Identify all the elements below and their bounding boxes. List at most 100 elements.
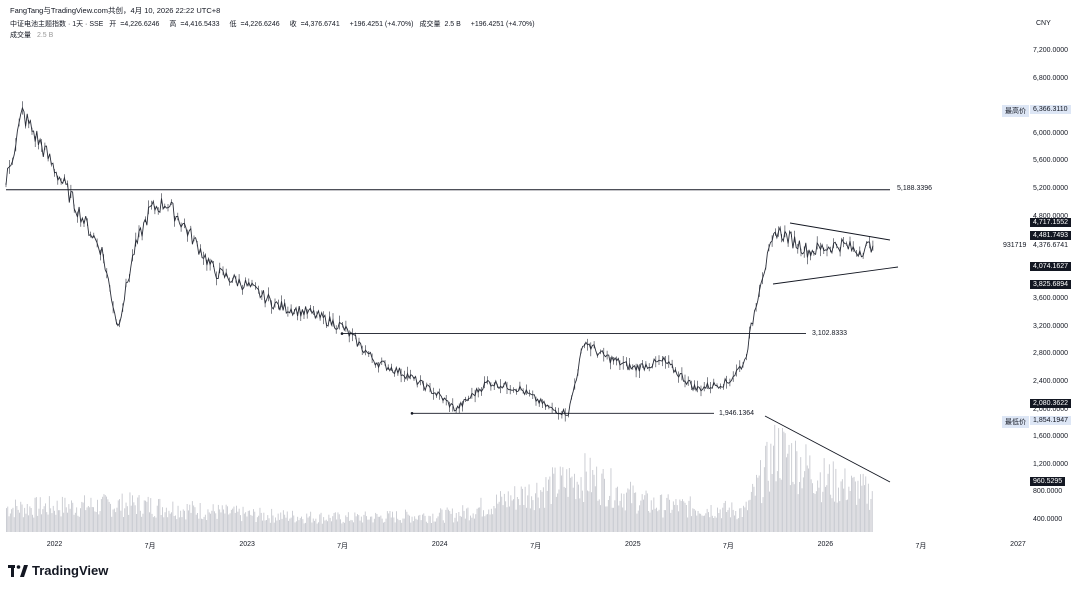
volume-bar bbox=[488, 509, 490, 532]
volume-bar bbox=[198, 518, 200, 532]
volume-bar bbox=[752, 483, 754, 532]
volume-trend-line bbox=[764, 415, 891, 483]
volume-bar bbox=[230, 509, 232, 532]
level-anchor-2 bbox=[340, 332, 344, 335]
volume-bar bbox=[479, 507, 481, 532]
volume-bar bbox=[191, 501, 193, 532]
volume-bar bbox=[181, 517, 183, 532]
tradingview-logo[interactable]: TradingView bbox=[8, 563, 108, 578]
volume-bar bbox=[48, 496, 50, 532]
volume-bar bbox=[672, 501, 674, 532]
volume-bar bbox=[294, 522, 296, 532]
volume-bar bbox=[112, 509, 114, 532]
volume-bar bbox=[188, 510, 189, 532]
volume-bar bbox=[258, 515, 260, 532]
volume-bar bbox=[505, 501, 507, 532]
volume-bar bbox=[544, 507, 546, 532]
volume-bar bbox=[715, 517, 717, 532]
volume-bar bbox=[152, 517, 154, 532]
volume-bar bbox=[711, 515, 713, 532]
volume-bar bbox=[476, 508, 478, 532]
x-tick-label: 2027 bbox=[1010, 541, 1026, 548]
y-tick-label: 2,400.0000 bbox=[1033, 378, 1069, 386]
volume-bar bbox=[401, 522, 403, 532]
volume-bar bbox=[52, 505, 54, 532]
volume-bar bbox=[741, 517, 743, 532]
volume-bar bbox=[485, 514, 487, 532]
volume-bar bbox=[246, 516, 248, 532]
volume-bar bbox=[321, 523, 323, 532]
volume-bar bbox=[237, 511, 239, 532]
volume-bar bbox=[167, 517, 169, 532]
volume-bar bbox=[279, 519, 280, 532]
volume-bar bbox=[16, 506, 18, 532]
volume-bar bbox=[193, 505, 195, 532]
volume-bar bbox=[620, 493, 622, 532]
volume-bar bbox=[431, 523, 432, 532]
volume-bar bbox=[601, 473, 603, 532]
volume-bar bbox=[240, 515, 241, 532]
volume-bar bbox=[415, 518, 417, 532]
volume-bar bbox=[596, 466, 598, 532]
volume-bar bbox=[826, 485, 828, 532]
volume-bar bbox=[21, 504, 23, 532]
volume-bar bbox=[38, 508, 40, 532]
volume-legend-label[interactable]: 成交量 bbox=[10, 32, 31, 39]
volume-bar bbox=[100, 499, 102, 532]
volume-bar bbox=[613, 507, 614, 532]
volume-bar bbox=[220, 512, 222, 532]
volume-bar bbox=[42, 509, 44, 532]
volume-bar bbox=[514, 486, 516, 532]
volume-bar bbox=[154, 516, 156, 532]
volume-bar bbox=[297, 516, 299, 532]
volume-bar bbox=[228, 514, 230, 532]
volume-bar bbox=[436, 518, 438, 532]
volume-bar bbox=[357, 514, 358, 532]
volume-bar bbox=[249, 510, 250, 532]
symbol-name[interactable]: 中证电池主题指数 · 1天 · SSE bbox=[10, 21, 104, 28]
volume-bar bbox=[501, 496, 503, 532]
volume-bar bbox=[695, 510, 696, 532]
volume-bar bbox=[661, 494, 663, 532]
volume-bar bbox=[347, 512, 349, 532]
volume-bar bbox=[619, 500, 621, 532]
volume-bar bbox=[411, 516, 413, 532]
volume-bar bbox=[507, 491, 509, 532]
volume-bar bbox=[195, 514, 197, 532]
volume-bar bbox=[236, 505, 237, 532]
volume-bar bbox=[779, 478, 781, 532]
volume-bar bbox=[791, 443, 793, 532]
volume-bar bbox=[458, 512, 460, 532]
volume-bar bbox=[381, 518, 383, 532]
volume-bar bbox=[180, 510, 182, 532]
volume-bar bbox=[509, 506, 510, 532]
volume-bar bbox=[819, 472, 821, 532]
volume-bar bbox=[280, 512, 282, 532]
volume-bar bbox=[47, 514, 49, 532]
volume-bar bbox=[684, 502, 686, 532]
volume-bar bbox=[425, 521, 427, 532]
volume-bar bbox=[80, 508, 81, 532]
volume-bar bbox=[150, 498, 152, 532]
volume-bar bbox=[407, 514, 409, 532]
volume-bar bbox=[696, 515, 698, 532]
volume-bar bbox=[446, 507, 448, 532]
volume-bar bbox=[805, 444, 807, 532]
volume-bar bbox=[324, 520, 326, 532]
low-value: 4,226.6246 bbox=[244, 21, 280, 28]
volume-bar bbox=[327, 521, 328, 532]
volume-bar bbox=[59, 510, 61, 532]
close-badge: 4,376.6741 bbox=[1033, 242, 1069, 249]
volume-bar bbox=[591, 492, 592, 532]
volume-bar bbox=[208, 512, 210, 532]
volume-bar bbox=[173, 516, 175, 532]
volume-bar bbox=[854, 481, 856, 532]
volume-bar bbox=[653, 497, 655, 532]
volume-bar bbox=[95, 512, 97, 532]
volume-bar bbox=[453, 522, 455, 532]
volume-bar bbox=[531, 496, 533, 532]
volume-bar bbox=[631, 503, 633, 532]
volume-bar bbox=[540, 490, 542, 532]
volume-bar bbox=[281, 518, 283, 532]
